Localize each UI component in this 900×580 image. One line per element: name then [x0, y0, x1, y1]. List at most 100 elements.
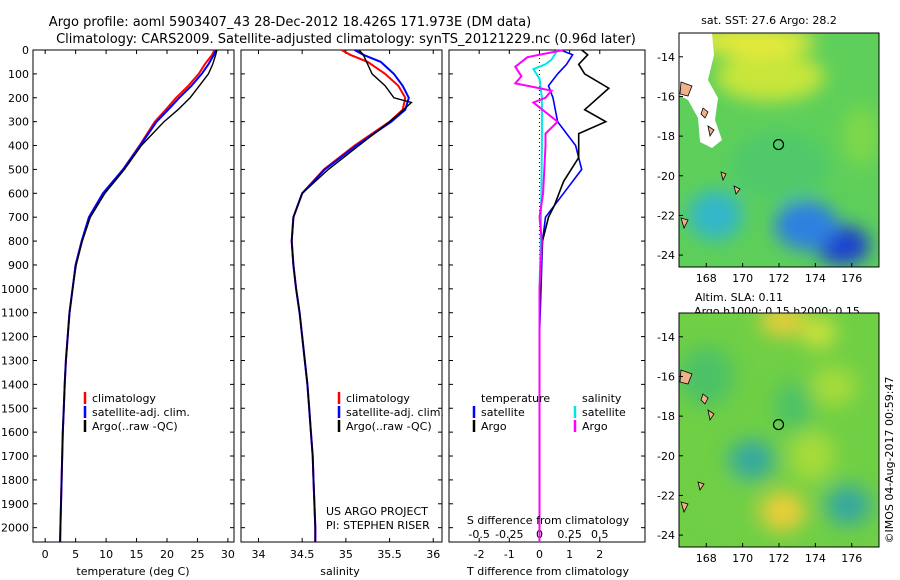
lat-tick-label: -20 [657, 170, 675, 183]
pi-credit: PI: STEPHEN RISER [326, 519, 430, 532]
lon-tick-label: 172 [769, 552, 790, 565]
temperature-x-axis: 0 5 10 15 20 25 30 [42, 50, 235, 561]
series-line-satellite-adj-clim- [290, 49, 410, 542]
project-credit: US ARGO PROJECT [326, 505, 428, 518]
salinity-panel: 34 34.5 35 35.5 36 salinity climatology sate… [240, 49, 444, 578]
series-line-satellite-adj-clim- [59, 49, 217, 543]
depth-tick-label: 1200 [1, 331, 29, 344]
field-patch [688, 33, 816, 56]
depth-tick-label: 0 [22, 44, 29, 57]
sla-map: Altim. SLA: 0.11 Argo h1000: 0.15 h2000:… [657, 291, 880, 565]
lon-tick-label: 170 [732, 272, 753, 285]
field-patch [775, 381, 812, 431]
temperature-series [59, 49, 218, 543]
sla-map-axes: -14 -16 -18 -20 -22 -24 168 170 172 174 176 [657, 331, 862, 565]
lon-tick-label: 168 [696, 552, 717, 565]
sst-missing-data-area [679, 33, 722, 148]
x-tick-label: 0 [536, 548, 543, 561]
field-patch [759, 491, 806, 532]
depth-tick-label: 1700 [1, 450, 29, 463]
depth-tick-label: 1900 [1, 498, 29, 511]
lat-tick-label: -18 [657, 410, 675, 423]
x-tick-label: 10 [99, 548, 113, 561]
lon-tick-label: 174 [805, 272, 826, 285]
depth-tick-label: 1600 [1, 426, 29, 439]
depth-tick-label: 2000 [1, 522, 29, 535]
x-tick-label: 20 [160, 548, 174, 561]
depth-axis: 0 100 200 300 400 500 600 700 800 900 1000 1100 1200… [1, 44, 234, 535]
series-line-argo-salinity- [513, 49, 564, 542]
island-shape [679, 81, 693, 97]
series-line-climatology [59, 49, 216, 543]
x-tick-label: -1 [504, 548, 515, 561]
depth-tick-label: 900 [8, 259, 29, 272]
lat-tick-label: -16 [657, 370, 675, 383]
field-patch [701, 485, 748, 526]
x-tick-label: 15 [130, 548, 144, 561]
field-patch [688, 190, 743, 241]
legend-s-satellite-label: satellite [582, 406, 626, 419]
salinity-depth-ticks [241, 49, 442, 529]
island-shape [720, 171, 727, 182]
sst-map: sat. SST: 27.6 Argo: 28.2 -14 -16 -18 -20 -2… [657, 14, 880, 285]
depth-tick-label: 800 [8, 235, 29, 248]
depth-tick-label: 400 [8, 140, 29, 153]
sla-field [679, 313, 879, 547]
salinity-plot-frame [240, 49, 443, 543]
temperature-axis-label: temperature (deg C) [76, 565, 189, 578]
field-patch [802, 317, 836, 348]
sst-map-title: sat. SST: 27.6 Argo: 28.2 [701, 14, 837, 27]
temperature-plot-frame [32, 49, 235, 543]
field-patch [729, 439, 775, 480]
island-shape [733, 185, 741, 195]
lon-tick-label: 168 [696, 272, 717, 285]
island-shape [680, 501, 689, 514]
x-tick-label: 36 [426, 548, 440, 561]
depth-tick-label: 500 [8, 163, 29, 176]
sst-color-field [688, 33, 879, 266]
field-patch [810, 366, 857, 407]
lat-tick-label: -14 [657, 51, 675, 64]
difference-plot-frame [448, 49, 646, 543]
x-tick-label: 5 [72, 548, 79, 561]
legend-s-argo-label: Argo [582, 420, 608, 433]
field-patch [842, 106, 879, 166]
depth-tick-label: 700 [8, 211, 29, 224]
float-position-marker [772, 138, 785, 151]
figure-title-line2: Climatology: CARS2009. Satellite-adjuste… [56, 32, 636, 47]
lon-tick-label: 170 [732, 552, 753, 565]
x-tick-label: 34 [251, 548, 265, 561]
sla-map-title: Altim. SLA: 0.11 [695, 291, 783, 304]
s-difference-axis-label: S difference from climatology [467, 514, 630, 527]
series-line-satellite-temperature- [538, 49, 583, 542]
sst-map-axes: -14 -16 -18 -20 -22 -24 168 170 172 174 176 [657, 51, 862, 285]
difference-legend: temperature salinity satellite Argo sate… [472, 392, 626, 433]
legend-argo-label: Argo(..raw -QC) [346, 420, 432, 433]
x-tick-label: 0 [42, 548, 49, 561]
lon-tick-label: 176 [841, 552, 862, 565]
t-difference-axis-label: T difference from climatology [466, 565, 629, 578]
island-shape [679, 369, 693, 385]
legend-t-satellite-label: satellite [481, 406, 525, 419]
island-shape [680, 217, 689, 230]
island-shape [700, 393, 709, 405]
field-patch [774, 200, 839, 251]
lat-tick-label: -18 [657, 130, 675, 143]
lat-tick-label: -22 [657, 489, 675, 502]
imos-credit: ©IMOS 04-Aug-2017 00:59:47 [883, 377, 896, 544]
depth-tick-label: 1100 [1, 307, 29, 320]
temperature-legend: climatology satellite-adj. clim. Argo(..… [83, 392, 190, 433]
s-tick-label: 0.25 [557, 528, 582, 541]
series-line-argo-temperature- [538, 49, 611, 542]
x-tick-label: 35.5 [377, 548, 402, 561]
field-patch [825, 485, 871, 526]
lat-tick-label: -16 [657, 90, 675, 103]
s-tick-label: -0.25 [495, 528, 523, 541]
salinity-series [290, 49, 413, 542]
x-tick-label: 35 [339, 548, 353, 561]
salinity-axis-label: salinity [320, 565, 360, 578]
lon-tick-label: 172 [769, 272, 790, 285]
